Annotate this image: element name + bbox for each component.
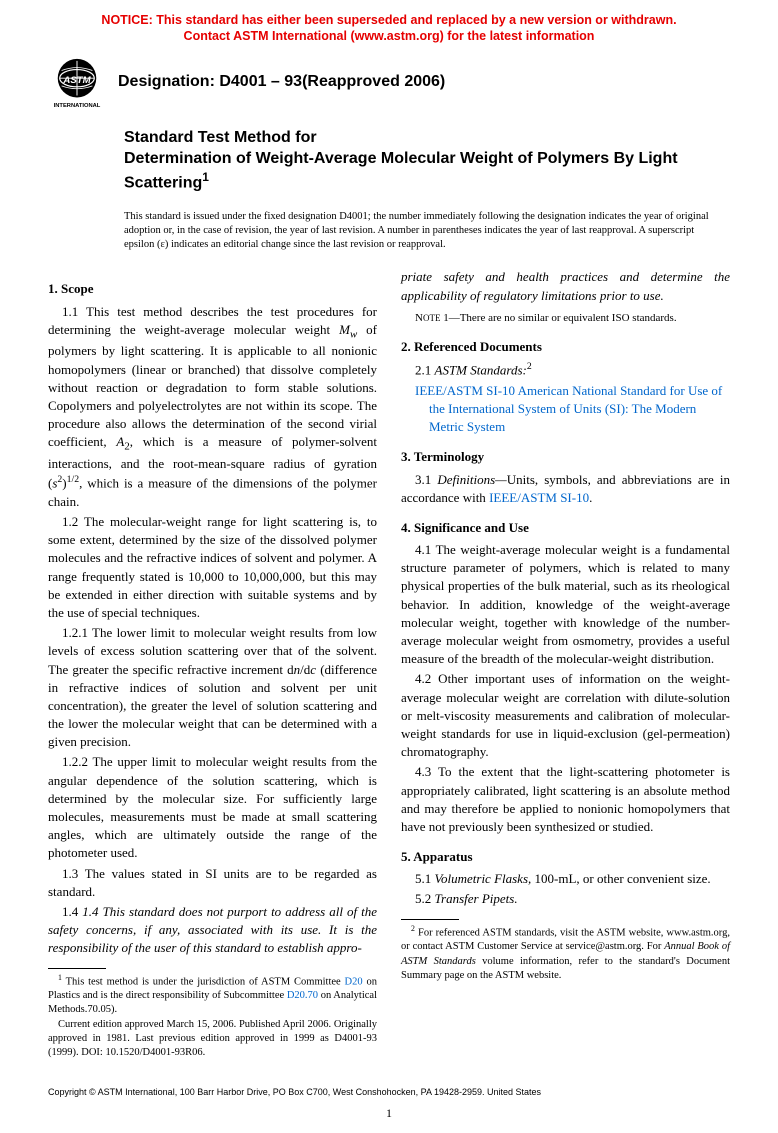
sec2-head: 2. Referenced Documents (401, 338, 730, 356)
notice-banner: NOTICE: This standard has either been su… (0, 0, 778, 49)
sec1-p5: 1.3 The values stated in SI units are to… (48, 865, 377, 901)
svg-text:ASTM: ASTM (62, 75, 91, 86)
sec1-head: 1. Scope (48, 280, 377, 298)
sec1-p1: 1.1 This test method describes the test … (48, 303, 377, 512)
header-row: ASTM INTERNATIONAL Designation: D4001 – … (0, 49, 778, 113)
footnote-1b: Current edition approved March 15, 2006.… (48, 1018, 377, 1061)
sec4-head: 4. Significance and Use (401, 519, 730, 537)
sec1-p6: 1.4 1.4 This standard does not purport t… (48, 903, 377, 958)
left-column: 1. Scope 1.1 This test method describes … (48, 268, 377, 1060)
sec5-p1: 5.1 Volumetric Flasks, 100-mL, or other … (401, 870, 730, 888)
sec1-cont: priate safety and health practices and d… (401, 268, 730, 304)
designation: Designation: D4001 – 93(Reapproved 2006) (118, 57, 445, 93)
copyright: Copyright © ASTM International, 100 Barr… (0, 1060, 778, 1103)
notice-line1: NOTICE: This standard has either been su… (101, 13, 676, 27)
sec3-head: 3. Terminology (401, 448, 730, 466)
sec3-p1: 3.1 Definitions—Units, symbols, and abbr… (401, 471, 730, 507)
footnote-rule (48, 968, 106, 969)
sec1-p2: 1.2 The molecular-weight range for light… (48, 513, 377, 622)
sec2-link: IEEE/ASTM SI-10 American National Standa… (401, 382, 730, 437)
note-1: NOTE 1—There are no similar or equivalen… (401, 311, 730, 326)
footnote-rule-2 (401, 919, 459, 920)
astm-logo: ASTM INTERNATIONAL (48, 57, 106, 109)
sec2-p1: 2.1 ASTM Standards:2 (401, 360, 730, 380)
link-si10[interactable]: IEEE/ASTM SI-10 (415, 383, 515, 398)
page-number: 1 (0, 1103, 778, 1133)
designation-text: Designation: D4001 – 93(Reapproved 2006) (118, 73, 445, 90)
title-line2: Determination of Weight-Average Molecula… (124, 149, 718, 194)
title-block: Standard Test Method for Determination o… (0, 113, 778, 200)
sec1-p3: 1.2.1 The lower limit to molecular weigh… (48, 624, 377, 751)
sec5-head: 5. Apparatus (401, 848, 730, 866)
svg-text:INTERNATIONAL: INTERNATIONAL (54, 103, 101, 109)
sec4-p3: 4.3 To the extent that the light-scatter… (401, 763, 730, 836)
sec4-p1: 4.1 The weight-average molecular weight … (401, 541, 730, 668)
link-d20[interactable]: D20 (345, 976, 363, 987)
title-line1: Standard Test Method for (124, 127, 718, 149)
sec5-p2: 5.2 Transfer Pipets. (401, 890, 730, 908)
two-column-body: 1. Scope 1.1 This test method describes … (0, 268, 778, 1060)
right-column: priate safety and health practices and d… (401, 268, 730, 1060)
issued-note: This standard is issued under the fixed … (0, 200, 778, 269)
link-si10b[interactable]: IEEE/ASTM SI-10 (489, 490, 589, 505)
notice-line2: Contact ASTM International (www.astm.org… (184, 29, 595, 43)
footnote-2: 2 For referenced ASTM standards, visit t… (401, 924, 730, 983)
footnote-1: 1 This test method is under the jurisdic… (48, 973, 377, 1018)
link-d2070[interactable]: D20.70 (287, 990, 318, 1001)
sec4-p2: 4.2 Other important uses of information … (401, 670, 730, 761)
sec1-p4: 1.2.2 The upper limit to molecular weigh… (48, 753, 377, 862)
